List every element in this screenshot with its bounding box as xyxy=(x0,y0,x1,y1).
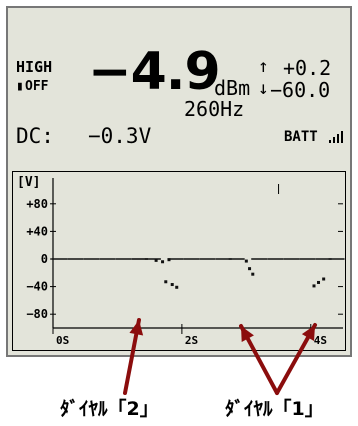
battery-bars-icon xyxy=(329,131,343,143)
x-tick-label: 4S xyxy=(314,334,327,347)
data-point xyxy=(251,272,255,276)
data-point xyxy=(154,258,158,262)
dial-1-arrow-left-head xyxy=(241,326,254,342)
y-tick-label: +80 xyxy=(26,197,48,211)
min-value: −60.0 xyxy=(270,78,331,102)
graph-plot: [V] +80 +40 0 −40 −80 0S 2S 4S xyxy=(17,175,345,347)
dial-2-caption: ﾀﾞｲﾔﾙ「2」 xyxy=(60,398,159,420)
battery-label: BATT xyxy=(284,129,318,145)
dial-1-caption: ﾀﾞｲﾔﾙ「1」 xyxy=(225,398,324,420)
y-tick-label: 0 xyxy=(41,252,48,266)
data-point xyxy=(164,280,168,284)
y-tick-label: −80 xyxy=(26,307,48,321)
meter-display: HIGH ▮ OFF −4.9 dBm ↑ +0.2 ↓ −60.0 260Hz… xyxy=(6,6,352,357)
dc-label: DC: xyxy=(16,124,54,148)
frequency-value: 260Hz xyxy=(184,97,245,121)
y-tick-label: −40 xyxy=(26,280,48,294)
hold-label: OFF xyxy=(25,79,49,94)
data-point xyxy=(248,267,252,271)
x-tick-label: 2S xyxy=(185,334,198,347)
waveform-graph: [V] +80 +40 0 −40 −80 0S 2S 4S xyxy=(12,171,346,351)
data-point xyxy=(161,260,165,264)
dial-1-arrow-right-head xyxy=(301,325,315,341)
main-unit: dBm xyxy=(214,76,251,100)
data-point xyxy=(170,283,174,287)
y-tick-label: +40 xyxy=(26,224,48,238)
data-point xyxy=(244,259,248,263)
up-arrow-icon: ↑ xyxy=(258,56,269,77)
down-arrow-icon: ↓ xyxy=(258,78,269,99)
data-point xyxy=(322,277,326,281)
data-point xyxy=(175,285,179,289)
data-point xyxy=(312,284,316,288)
range-label: HIGH xyxy=(16,58,53,76)
data-point xyxy=(317,280,321,284)
x-tick-label: 0S xyxy=(56,334,69,347)
main-reading: −4.9 xyxy=(88,42,221,102)
dc-value: −0.3V xyxy=(88,124,152,148)
y-unit-label: [V] xyxy=(17,175,40,190)
pause-icon: ▮ xyxy=(16,79,24,94)
max-value: +0.2 xyxy=(283,56,332,80)
dial-2-arrow-head xyxy=(129,320,144,336)
